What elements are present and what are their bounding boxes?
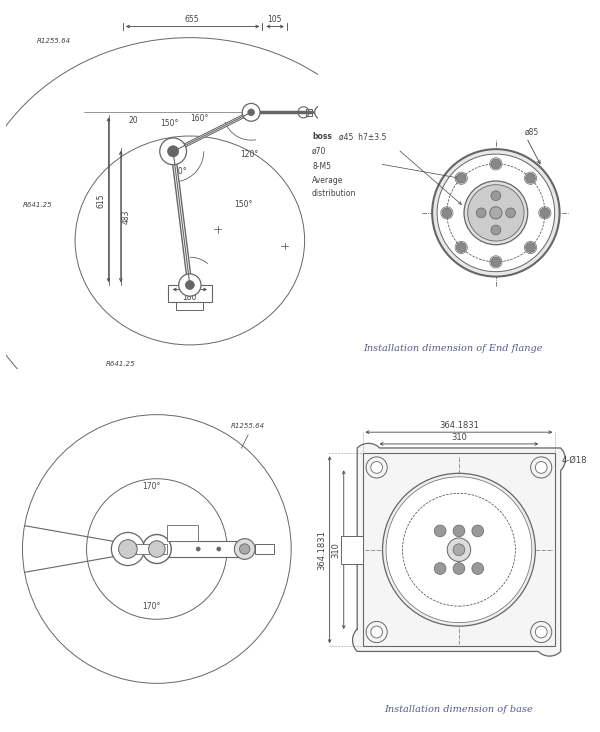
Circle shape xyxy=(491,159,501,169)
Text: 615: 615 xyxy=(96,193,105,208)
Text: boss: boss xyxy=(312,132,332,141)
Circle shape xyxy=(535,462,547,474)
Circle shape xyxy=(447,538,470,561)
Circle shape xyxy=(468,184,524,241)
Bar xyxy=(255,544,274,554)
Bar xyxy=(176,302,203,310)
Text: ø45  h7±3.5: ø45 h7±3.5 xyxy=(339,132,386,141)
Text: 150°: 150° xyxy=(160,119,178,127)
Circle shape xyxy=(119,539,137,559)
Bar xyxy=(136,544,167,554)
Circle shape xyxy=(457,173,466,183)
Circle shape xyxy=(434,563,446,575)
Text: R641.25: R641.25 xyxy=(23,202,52,208)
Circle shape xyxy=(506,208,515,217)
Circle shape xyxy=(453,525,465,537)
Circle shape xyxy=(491,191,501,201)
Circle shape xyxy=(490,206,502,219)
Circle shape xyxy=(160,138,187,165)
Text: R1255.64: R1255.64 xyxy=(231,423,265,429)
Text: 4-Ø18: 4-Ø18 xyxy=(561,456,587,465)
Text: Average: Average xyxy=(312,176,343,185)
Circle shape xyxy=(535,626,547,638)
Circle shape xyxy=(491,225,501,235)
Text: 180: 180 xyxy=(182,293,197,302)
Bar xyxy=(306,109,313,116)
Circle shape xyxy=(526,173,535,183)
Text: 120°: 120° xyxy=(245,111,264,120)
Circle shape xyxy=(442,208,452,217)
Bar xyxy=(167,285,212,302)
Circle shape xyxy=(112,532,145,566)
Bar xyxy=(362,453,556,646)
Circle shape xyxy=(432,149,560,277)
Text: R1255.64: R1255.64 xyxy=(37,38,71,44)
Circle shape xyxy=(239,544,250,554)
Bar xyxy=(341,536,362,564)
Text: Installation dimension of base: Installation dimension of base xyxy=(385,705,533,714)
Circle shape xyxy=(235,539,255,559)
Circle shape xyxy=(167,146,179,157)
Circle shape xyxy=(142,534,172,564)
Circle shape xyxy=(457,242,466,253)
Text: ø70: ø70 xyxy=(312,147,326,156)
Text: 150°: 150° xyxy=(235,200,253,209)
Circle shape xyxy=(476,208,486,217)
Circle shape xyxy=(371,626,383,638)
Circle shape xyxy=(453,544,465,556)
Text: 364.1831: 364.1831 xyxy=(317,530,326,569)
Text: R641.25: R641.25 xyxy=(106,362,136,367)
Polygon shape xyxy=(353,444,565,656)
Circle shape xyxy=(371,462,383,474)
Circle shape xyxy=(196,547,200,551)
Circle shape xyxy=(434,525,446,537)
Text: distribution: distribution xyxy=(312,189,356,198)
Circle shape xyxy=(540,208,550,217)
Circle shape xyxy=(248,109,254,116)
Text: ø85: ø85 xyxy=(525,127,539,136)
Circle shape xyxy=(453,563,465,575)
Circle shape xyxy=(472,563,484,575)
Text: 170°: 170° xyxy=(142,482,161,490)
Circle shape xyxy=(491,257,501,266)
Text: 105: 105 xyxy=(267,15,282,24)
Circle shape xyxy=(472,525,484,537)
Text: 170°: 170° xyxy=(142,602,161,611)
Bar xyxy=(162,541,245,557)
Text: 655: 655 xyxy=(185,15,199,24)
Circle shape xyxy=(179,274,201,296)
Text: 20: 20 xyxy=(128,116,138,125)
Text: 120°: 120° xyxy=(240,150,258,159)
Text: 8-M5: 8-M5 xyxy=(312,162,331,171)
Circle shape xyxy=(386,477,532,623)
Circle shape xyxy=(526,242,535,253)
Text: 364.1831: 364.1831 xyxy=(439,421,479,430)
Circle shape xyxy=(464,181,528,244)
Circle shape xyxy=(149,541,165,557)
Text: 160°: 160° xyxy=(190,114,208,123)
Text: Installation dimension of End flange: Installation dimension of End flange xyxy=(363,344,543,354)
Text: 310: 310 xyxy=(331,542,340,558)
Circle shape xyxy=(242,103,260,122)
Text: 70°: 70° xyxy=(173,167,187,176)
Bar xyxy=(167,526,198,541)
Circle shape xyxy=(185,280,194,289)
Text: 310: 310 xyxy=(451,433,467,441)
Circle shape xyxy=(217,547,221,551)
Text: 483: 483 xyxy=(122,210,131,224)
Circle shape xyxy=(383,474,535,626)
Circle shape xyxy=(437,154,554,272)
